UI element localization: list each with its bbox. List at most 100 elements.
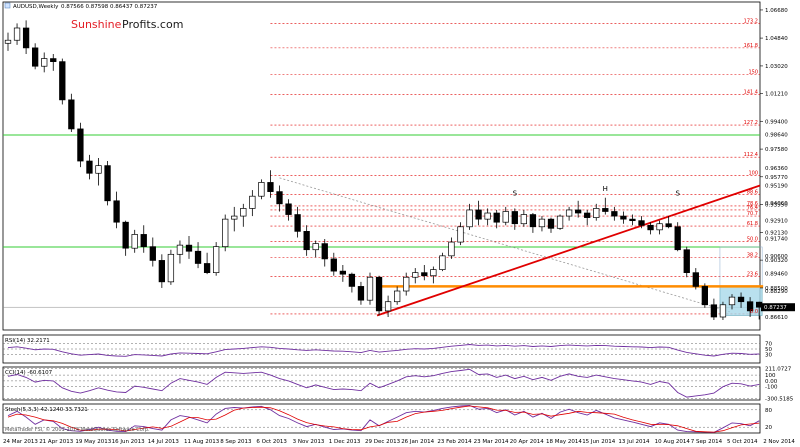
- price-axis-label: 0.93950: [765, 203, 788, 209]
- price-axis-label: 1.04840: [765, 36, 788, 42]
- indicator-axis-label: -100: [765, 385, 778, 391]
- price-axis-label: 0.99400: [765, 119, 788, 125]
- price-axis-label: 0.95770: [765, 175, 788, 181]
- candle-body: [529, 214, 537, 228]
- candle-body: [41, 58, 48, 67]
- brand-logo-part1: Sunshine: [71, 18, 122, 31]
- candle-body: [520, 214, 527, 225]
- time-axis-label: 24 Mar 2013: [3, 439, 38, 445]
- candle-body: [547, 218, 555, 229]
- stoch-d-line: [7, 405, 760, 433]
- price-axis-label: 0.98640: [765, 132, 788, 138]
- time-axis-label: 19 May 2013: [75, 439, 111, 445]
- time-axis-label: 23 Feb 2014: [437, 439, 472, 445]
- candle-body: [194, 250, 202, 264]
- candle-body: [4, 39, 12, 44]
- time-axis-label: 14 Jul 2013: [148, 439, 180, 445]
- price-axis-label: 0.92910: [765, 219, 788, 225]
- time-axis-label: 15 Jun 2014: [582, 439, 616, 445]
- candle-body: [249, 195, 256, 209]
- candle-body: [475, 209, 482, 220]
- candle-body: [321, 243, 328, 260]
- candle-body: [285, 203, 292, 215]
- panel-frame-sto: [2, 403, 761, 434]
- panel-frame-cci: [2, 366, 761, 401]
- candle-body: [357, 286, 365, 301]
- candle-body: [131, 234, 138, 249]
- overlay-layer: [279, 177, 764, 317]
- candle-body: [466, 209, 473, 228]
- candle-body: [674, 226, 681, 251]
- candle-body: [565, 209, 573, 217]
- candle-body: [113, 200, 120, 223]
- candle-body: [95, 165, 102, 174]
- fib-level-label: 38.2: [747, 252, 758, 258]
- fib-level-label: 61.8: [747, 221, 758, 227]
- candle-body: [692, 272, 699, 287]
- candle-body: [267, 182, 274, 192]
- fib-level-label: 141.4: [744, 90, 758, 96]
- fib-level-label: 112.4: [744, 152, 758, 158]
- candle-body: [167, 253, 175, 283]
- indicator-axis-label: 0.00: [765, 379, 778, 385]
- time-axis-label: 10 Aug 2014: [655, 439, 691, 445]
- candle-body: [104, 165, 111, 202]
- time-axis-label: 3 Nov 2013: [293, 439, 325, 445]
- candle-body: [457, 226, 464, 243]
- fib-level-label: 150: [748, 70, 758, 76]
- time-axis-label: 16 Jun 2013: [112, 439, 146, 445]
- candle-body: [384, 301, 392, 312]
- oscillator-layer: [3, 343, 760, 433]
- time-axis-label: 29 Dec 2013: [365, 439, 401, 445]
- candle-body: [339, 270, 346, 275]
- time-axis-label: 6 Oct 2013: [256, 439, 287, 445]
- axis-layer: 1.06680 1.04840 1.03020 1.01210 0.99400 0.975…: [3, 8, 795, 445]
- candle-body: [375, 276, 383, 312]
- time-axis-label: 1 Dec 2013: [329, 439, 361, 445]
- candle-body: [746, 301, 754, 312]
- price-axis-label: 0.90600: [765, 254, 788, 260]
- candle-body: [222, 218, 229, 248]
- candle-body: [176, 244, 184, 255]
- fib-level-label: 161.8: [744, 43, 758, 49]
- fib-level-label: 70.7: [747, 211, 758, 217]
- price-axis-label: 0.86610: [765, 315, 788, 321]
- time-axis-label: 20 Apr 2014: [510, 439, 545, 445]
- time-axis-label: 11 Aug 2013: [184, 439, 220, 445]
- fib-level-label: 88.6: [747, 190, 758, 196]
- candle-body: [629, 218, 636, 222]
- brand-logo-part2: Profits.com: [122, 18, 183, 31]
- candle-body: [439, 255, 446, 270]
- fib-level-label: 76.4: [747, 205, 758, 211]
- candle-body: [122, 221, 129, 249]
- last-price-label: 0.87237: [764, 305, 787, 311]
- candle-body: [86, 160, 93, 174]
- fib-level-label: 23.6: [747, 271, 758, 277]
- candle-body: [68, 99, 75, 130]
- text-layer: 173.2161.8150141.4127.2112.410088.678.67…: [4, 2, 758, 433]
- indicator-axis-label: 80: [765, 408, 772, 414]
- candle-body: [303, 231, 310, 251]
- candle-body: [158, 260, 166, 283]
- indicator-axis-label: 100: [765, 373, 776, 379]
- pattern-label: H: [603, 185, 608, 193]
- price-axis-label: 0.89460: [765, 271, 788, 277]
- candle-body: [538, 218, 546, 228]
- indicator-axis-label: 30: [765, 353, 772, 359]
- rising-red-trendline: [376, 184, 761, 317]
- candle-body: [574, 209, 582, 214]
- price-axis-label: 0.91740: [765, 236, 788, 242]
- price-axis-label: 0.88290: [765, 289, 788, 295]
- chart-symbol: AUDUSD,Weekly: [13, 4, 59, 10]
- candle-layer: [4, 20, 763, 321]
- candle-body: [683, 249, 690, 274]
- candle-body: [665, 223, 672, 228]
- price-axis-label: 0.97580: [765, 147, 788, 153]
- candle-body: [511, 211, 518, 225]
- candle-body: [240, 208, 247, 217]
- time-axis-label: 2 Nov 2014: [763, 439, 795, 445]
- candle-body: [710, 304, 718, 318]
- candle-body: [737, 296, 745, 303]
- platform-watermark: MetaTrader FSI, © 2001-2014 MetaQuotes S…: [5, 426, 150, 433]
